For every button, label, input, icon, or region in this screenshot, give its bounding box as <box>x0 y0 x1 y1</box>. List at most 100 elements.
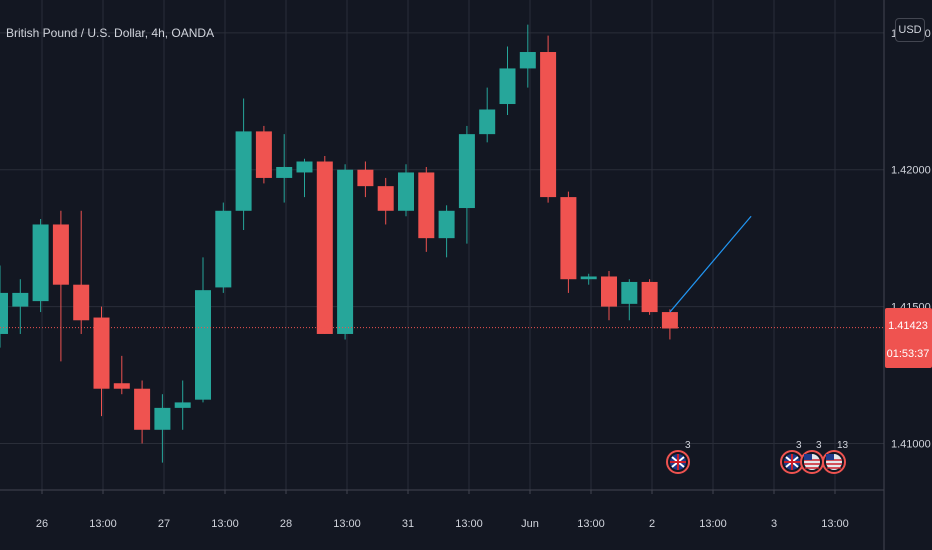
candle-body <box>398 172 414 211</box>
candle <box>540 35 557 203</box>
time-tick-label: 26 <box>36 518 48 530</box>
candle-body <box>195 290 211 400</box>
candle-body <box>235 131 252 211</box>
candle-body <box>418 172 435 239</box>
candle <box>32 218 49 313</box>
candle-body <box>113 383 130 389</box>
price-tag-background <box>885 308 932 368</box>
candle <box>215 202 232 293</box>
time-tick-label: 13:00 <box>455 518 483 530</box>
event-count: 3 <box>796 440 802 451</box>
price-tag: 1.41423 01:53:37 <box>885 308 932 368</box>
candle <box>174 380 191 430</box>
currency-button[interactable]: USD <box>895 18 925 42</box>
candle <box>12 279 29 334</box>
candle <box>296 158 313 198</box>
candle-body <box>52 224 69 285</box>
candle-body <box>661 312 678 329</box>
candle-body <box>215 210 232 288</box>
candle-body <box>499 68 516 105</box>
time-tick-label: Jun <box>521 518 539 530</box>
candle-body <box>357 169 374 187</box>
time-tick-label: 28 <box>280 518 292 530</box>
candle-body <box>93 317 110 389</box>
candle <box>398 164 414 217</box>
candle-body <box>540 52 557 198</box>
candle-body <box>276 166 293 178</box>
price-tag-countdown: 01:53:37 <box>887 348 930 360</box>
candle-body <box>621 281 638 304</box>
candle <box>377 177 394 225</box>
candle <box>337 164 354 340</box>
candle-body <box>12 292 29 307</box>
event-count: 13 <box>837 440 849 451</box>
candle <box>52 210 69 362</box>
event-marker[interactable]: 3 <box>666 440 691 474</box>
candle-body <box>134 388 151 430</box>
candle <box>641 279 658 315</box>
horizontal-grid <box>0 32 884 444</box>
time-tick-label: 13:00 <box>699 518 727 530</box>
candle-body <box>377 186 394 211</box>
time-tick-label: 13:00 <box>89 518 117 530</box>
candle <box>458 125 475 244</box>
time-tick-label: 3 <box>771 518 777 530</box>
price-tag-value: 1.41423 <box>888 320 928 332</box>
us-flag-canton <box>804 454 812 460</box>
candle <box>560 191 577 293</box>
candle <box>418 166 435 252</box>
candle-body <box>519 52 536 69</box>
time-tick-label: 13:00 <box>577 518 605 530</box>
time-tick-label: 2 <box>649 518 655 530</box>
candle-body <box>154 407 171 430</box>
candle <box>235 98 252 230</box>
event-marker[interactable]: 3 <box>800 440 824 474</box>
time-tick-label: 13:00 <box>821 518 849 530</box>
event-marker[interactable]: 3 <box>780 440 804 474</box>
time-tick-label: 31 <box>402 518 414 530</box>
candle <box>255 125 272 184</box>
uk-flag-cross-red <box>670 454 686 470</box>
chart-title: British Pound / U.S. Dollar, 4h, OANDA <box>6 26 215 40</box>
candle <box>438 205 455 258</box>
candle-body <box>641 281 658 313</box>
candle <box>154 394 171 463</box>
time-axis[interactable]: 26 13:00 27 13:00 28 13:00 31 13:00 Jun 13:00 2 13:… <box>36 490 849 530</box>
price-tick-label: 1.42000 <box>891 165 931 177</box>
candle-body <box>316 161 333 334</box>
candle <box>195 257 211 403</box>
candle <box>580 273 597 285</box>
candle-body <box>174 402 191 408</box>
candle <box>73 210 90 334</box>
event-count: 3 <box>816 440 822 451</box>
time-tick-label: 27 <box>158 518 170 530</box>
event-count: 3 <box>685 440 691 451</box>
candle <box>276 134 293 203</box>
uk-flag-cross-red <box>784 454 800 470</box>
candle-body <box>458 134 475 209</box>
candle <box>316 156 333 334</box>
candle <box>601 271 617 321</box>
candle-body <box>32 224 49 302</box>
candle-body <box>438 210 455 239</box>
event-marker[interactable]: 13 <box>822 440 849 474</box>
candle-body <box>560 197 577 280</box>
candle <box>621 279 638 321</box>
candle-body <box>337 169 354 334</box>
candle <box>661 309 678 340</box>
candle <box>479 87 496 143</box>
time-tick-label: 13:00 <box>333 518 361 530</box>
candle-body <box>580 276 597 280</box>
candle-body <box>0 292 8 334</box>
trend-line[interactable] <box>669 215 752 313</box>
candle-body <box>479 109 496 135</box>
candle-body <box>255 131 272 178</box>
us-flag-canton <box>826 454 834 460</box>
candle-series <box>0 24 678 463</box>
candle <box>0 265 8 348</box>
candle <box>499 46 516 115</box>
candle-body <box>296 161 313 173</box>
time-tick-label: 13:00 <box>211 518 239 530</box>
